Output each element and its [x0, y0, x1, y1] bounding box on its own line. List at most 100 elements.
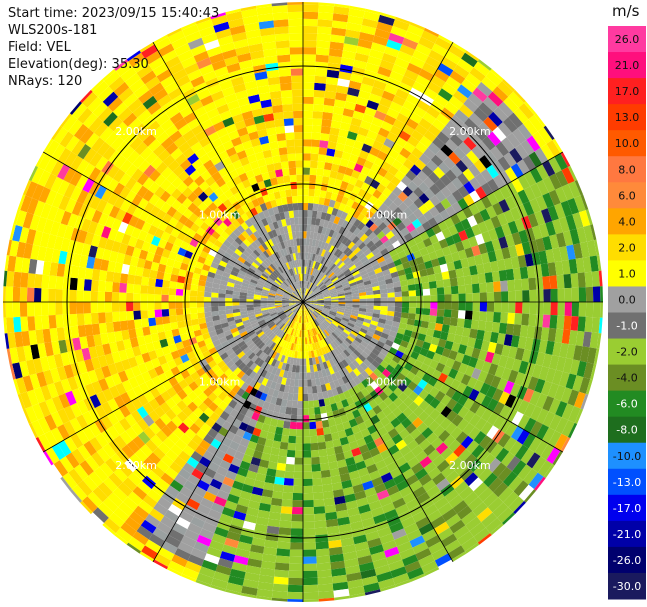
radar-gate — [308, 267, 313, 275]
radar-gate — [374, 28, 391, 40]
radar-gate — [415, 43, 432, 56]
radar-gate — [345, 94, 358, 104]
radar-gate — [330, 34, 346, 44]
radar-gate — [361, 76, 376, 87]
radar-gate — [317, 26, 332, 35]
radar-gate — [366, 100, 380, 111]
radar-gate — [373, 156, 385, 168]
radar-gate — [360, 166, 371, 176]
radar-gate — [358, 90, 371, 100]
radar-gate — [333, 216, 341, 225]
radar-gate — [329, 214, 336, 223]
radar-gate — [306, 238, 310, 246]
radar-gate — [303, 280, 306, 288]
radar-gate — [341, 115, 353, 125]
radar-gate — [341, 196, 350, 205]
radar-gate — [303, 146, 312, 154]
radar-gate — [425, 56, 442, 69]
radar-gate — [306, 281, 310, 289]
radar-gate — [315, 218, 321, 226]
radar-gate — [314, 254, 319, 262]
radar-gate — [350, 117, 363, 127]
radar-gate — [360, 25, 377, 36]
radar-gate — [345, 222, 354, 231]
radar-gate — [331, 27, 347, 37]
radar-gate — [404, 31, 422, 44]
radar-gate — [303, 238, 307, 246]
radar-gate — [354, 52, 369, 63]
radar-gate — [313, 269, 318, 277]
radar-gate — [310, 224, 316, 233]
radar-gate — [310, 246, 315, 254]
radar-gate — [344, 36, 359, 46]
radar-gate — [303, 54, 316, 62]
radar-gate — [315, 54, 329, 63]
radar-gate — [353, 140, 364, 150]
radar-gate — [325, 83, 338, 93]
radar-gate — [306, 224, 312, 232]
radar-gate — [386, 39, 402, 51]
radar-gate — [312, 203, 319, 212]
radar-gate — [319, 218, 325, 227]
radar-gate — [311, 239, 317, 247]
radar-gate — [313, 246, 318, 255]
nrays-text: NRays: 120 — [8, 74, 83, 89]
radar-gate — [345, 29, 361, 39]
radar-gate — [378, 14, 395, 26]
radar-gate — [317, 154, 327, 163]
radar-gate — [332, 156, 342, 166]
radar-gate — [354, 179, 365, 189]
start-time-text: Start time: 2023/09/15 15:40:43 — [8, 6, 220, 21]
radar-gate — [338, 202, 347, 212]
radar-gate — [328, 55, 342, 65]
elevation-text: Elevation(deg): 35.30 — [8, 57, 149, 72]
radar-gate — [312, 111, 323, 119]
radar-gate — [328, 245, 335, 253]
radar-gate — [383, 138, 395, 149]
radar-gate — [351, 169, 361, 180]
radar-gate — [323, 104, 334, 114]
radar-gate — [303, 2, 319, 5]
radar-gate — [333, 149, 344, 159]
radar-gate — [350, 73, 364, 84]
radar-gate — [318, 147, 328, 156]
radar-gate — [314, 239, 320, 248]
radar-gate — [303, 167, 310, 175]
radar-gate — [371, 116, 384, 128]
radar-gate — [314, 269, 320, 277]
radar-gate — [320, 133, 330, 142]
radar-gate — [325, 251, 332, 260]
radar-gate — [328, 48, 343, 58]
radar-gate — [330, 222, 338, 231]
radar-gate — [314, 75, 327, 84]
radar-gate — [431, 43, 449, 57]
radar-gate — [313, 196, 320, 205]
radar-gate — [386, 131, 399, 143]
radar-gate — [308, 188, 315, 197]
radar-gate — [332, 106, 345, 115]
radar-gate — [337, 217, 345, 227]
radar-gate — [353, 163, 364, 173]
radar-gate — [337, 78, 351, 88]
radar-gate — [303, 25, 318, 34]
radar-gate — [392, 19, 410, 31]
radar-gate — [334, 240, 342, 249]
radar-gate — [311, 139, 320, 148]
radar-gate — [365, 62, 380, 74]
radar-gate — [316, 232, 322, 241]
radar-gate — [373, 79, 387, 91]
radar-gate — [412, 81, 427, 94]
radar-gate — [359, 83, 373, 94]
radar-gate — [322, 257, 328, 266]
radar-gate — [330, 120, 342, 129]
radar-gate — [381, 52, 397, 64]
radar-gate — [304, 273, 306, 281]
radar-gate — [326, 243, 332, 252]
radar-gate — [389, 70, 404, 83]
radar-gate — [308, 238, 313, 247]
radar-gate — [320, 241, 326, 250]
radar-gate — [370, 163, 381, 174]
radar-gate — [334, 178, 343, 188]
radar-gate — [341, 50, 356, 60]
radar-gate — [331, 163, 340, 173]
